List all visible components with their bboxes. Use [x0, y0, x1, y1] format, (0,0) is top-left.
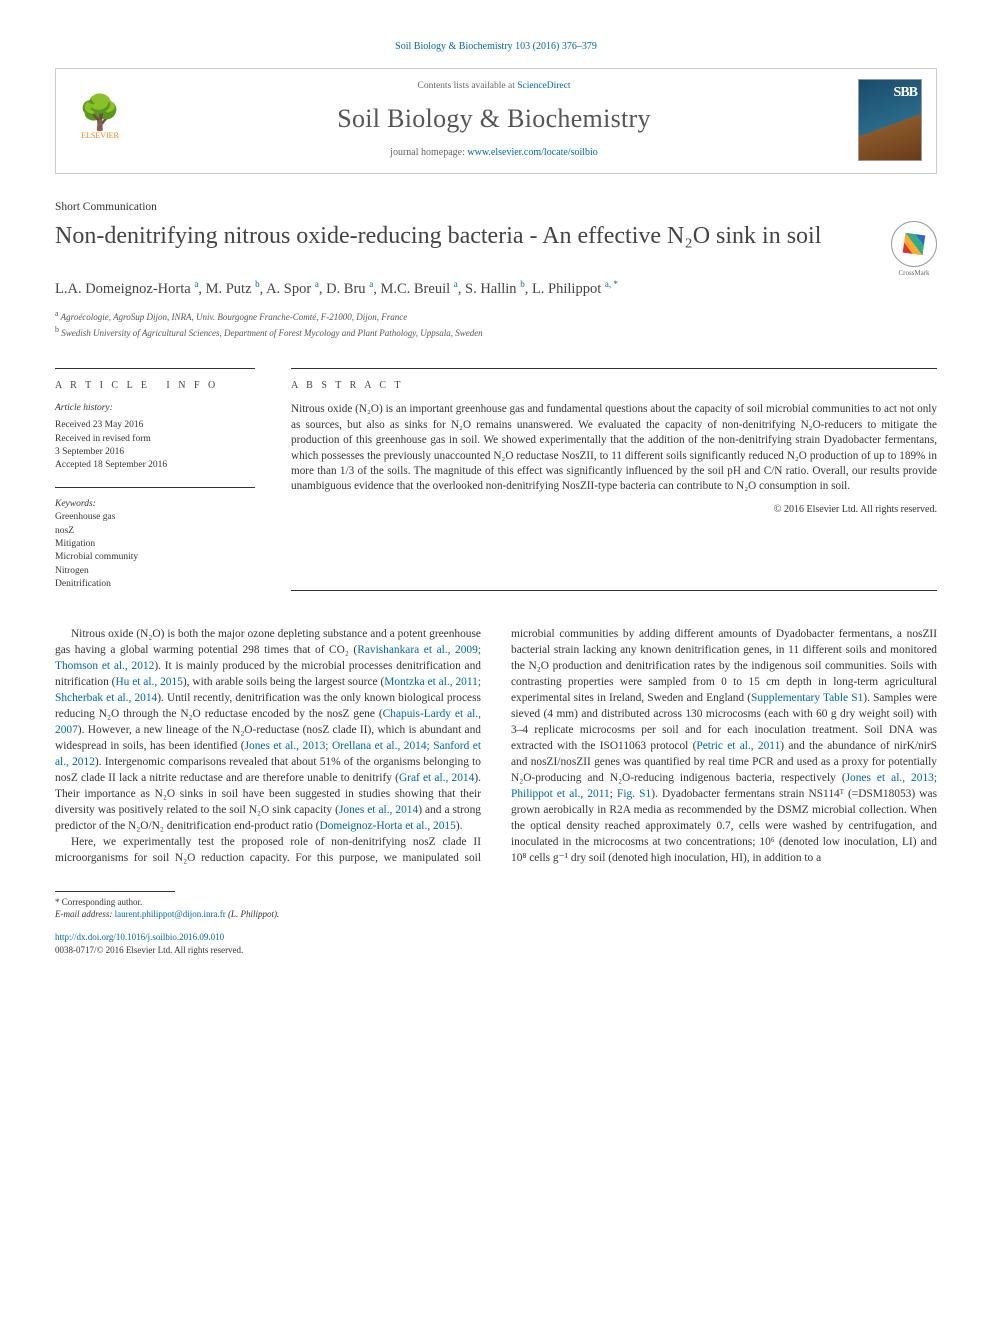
- ref-table-s1[interactable]: Supplementary Table S1: [751, 692, 863, 704]
- info-divider: [55, 487, 255, 488]
- authors-list: L.A. Domeignoz-Horta a, M. Putz b, A. Sp…: [55, 278, 937, 299]
- sciencedirect-link[interactable]: ScienceDirect: [517, 81, 570, 91]
- cover-abbrev: SBB: [894, 84, 917, 103]
- history-label: Article history:: [55, 402, 255, 415]
- tree-icon: 🌳: [79, 97, 121, 131]
- body-columns: Nitrous oxide (N₂O) is both the major oz…: [55, 627, 937, 867]
- journal-name: Soil Biology & Biochemistry: [146, 101, 842, 136]
- ref-graf[interactable]: Graf et al., 2014: [399, 772, 474, 784]
- title-row: Non-denitrifying nitrous oxide-reducing …: [55, 221, 937, 278]
- keyword: Nitrogen: [55, 565, 255, 578]
- history-lines: Received 23 May 2016Received in revised …: [55, 419, 255, 472]
- article-info-column: A R T I C L E I N F O Article history: R…: [55, 368, 255, 592]
- doi-link[interactable]: http://dx.doi.org/10.1016/j.soilbio.2016…: [55, 932, 224, 942]
- homepage-line: journal homepage: www.elsevier.com/locat…: [146, 146, 842, 160]
- email-author-name: (L. Philippot).: [226, 909, 280, 919]
- body-para-1: Nitrous oxide (N₂O) is both the major oz…: [55, 627, 481, 835]
- history-line: 3 September 2016: [55, 446, 255, 459]
- publisher-name: ELSEVIER: [81, 131, 119, 142]
- keywords-label: Keywords:: [55, 498, 255, 511]
- article-type: Short Communication: [55, 200, 937, 216]
- info-abstract-row: A R T I C L E I N F O Article history: R…: [55, 356, 937, 592]
- journal-header: 🌳 ELSEVIER Contents lists available at S…: [55, 68, 937, 174]
- keywords-list: Greenhouse gasnosZMitigationMicrobial co…: [55, 511, 255, 591]
- elsevier-logo: 🌳 ELSEVIER: [70, 88, 130, 152]
- abstract-text: Nitrous oxide (N₂O) is an important gree…: [291, 402, 937, 495]
- journal-cover-thumb: SBB: [858, 79, 922, 161]
- article-title: Non-denitrifying nitrous oxide-reducing …: [55, 221, 877, 251]
- keyword: Microbial community: [55, 551, 255, 564]
- keyword: nosZ: [55, 525, 255, 538]
- crossmark-badge[interactable]: CrossMark: [891, 221, 937, 278]
- email-link[interactable]: laurent.philippot@dijon.inra.fr: [115, 909, 226, 919]
- contents-prefix: Contents lists available at: [417, 81, 517, 91]
- crossmark-label: CrossMark: [898, 269, 929, 278]
- affiliation-line: a Agroécologie, AgroSup Dijon, INRA, Uni…: [55, 308, 937, 324]
- ref-petric[interactable]: Petric et al., 2011: [696, 740, 780, 752]
- abstract-column: A B S T R A C T Nitrous oxide (N₂O) is a…: [291, 368, 937, 592]
- history-line: Received in revised form: [55, 433, 255, 446]
- homepage-prefix: journal homepage:: [390, 147, 467, 158]
- email-label: E-mail address:: [55, 909, 115, 919]
- article-info-heading: A R T I C L E I N F O: [55, 379, 255, 393]
- page-root: Soil Biology & Biochemistry 103 (2016) 3…: [0, 0, 992, 986]
- ref-fig-s1[interactable]: Fig. S1: [617, 788, 651, 800]
- crossmark-icon: [891, 221, 937, 267]
- issn-line: 0038-0717/© 2016 Elsevier Ltd. All right…: [55, 944, 937, 957]
- citation-line: Soil Biology & Biochemistry 103 (2016) 3…: [55, 40, 937, 54]
- ref-hu[interactable]: Hu et al., 2015: [115, 676, 182, 688]
- abstract-copyright: © 2016 Elsevier Ltd. All rights reserved…: [291, 503, 937, 517]
- keyword: Greenhouse gas: [55, 511, 255, 524]
- abstract-heading: A B S T R A C T: [291, 379, 937, 393]
- contents-line: Contents lists available at ScienceDirec…: [146, 80, 842, 93]
- history-line: Accepted 18 September 2016: [55, 459, 255, 472]
- corresponding-author: * Corresponding author.: [55, 896, 937, 909]
- keyword: Mitigation: [55, 538, 255, 551]
- affiliations: a Agroécologie, AgroSup Dijon, INRA, Uni…: [55, 308, 937, 340]
- email-line: E-mail address: laurent.philippot@dijon.…: [55, 908, 937, 921]
- doi-block: http://dx.doi.org/10.1016/j.soilbio.2016…: [55, 931, 937, 956]
- ref-jones2014[interactable]: Jones et al., 2014: [339, 804, 418, 816]
- footer: * Corresponding author. E-mail address: …: [55, 891, 937, 956]
- history-line: Received 23 May 2016: [55, 419, 255, 432]
- affiliation-line: b Swedish University of Agricultural Sci…: [55, 324, 937, 340]
- footer-rule: [55, 891, 175, 892]
- homepage-link[interactable]: www.elsevier.com/locate/soilbio: [467, 147, 597, 158]
- ref-domeignoz[interactable]: Domeignoz-Horta et al., 2015: [319, 820, 455, 832]
- keyword: Denitrification: [55, 578, 255, 591]
- header-center: Contents lists available at ScienceDirec…: [146, 80, 842, 159]
